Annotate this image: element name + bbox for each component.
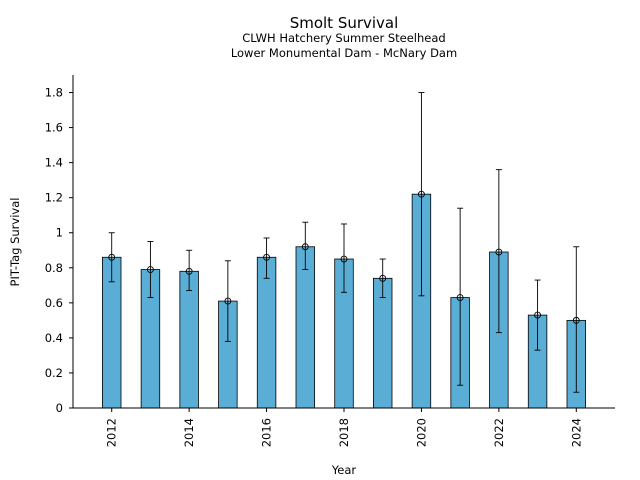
- y-tick-label: 0: [56, 401, 63, 415]
- error-bar-2020: [418, 92, 425, 297]
- x-tick-label: 2022: [492, 418, 506, 447]
- point-marker-series: [108, 190, 580, 324]
- y-axis-label: PIT-Tag Survival: [8, 198, 22, 287]
- chart-title: Smolt Survival: [290, 14, 399, 32]
- y-tick-label: 1.6: [45, 121, 63, 135]
- x-tick-label: 2014: [182, 418, 196, 447]
- x-tick-label: 2020: [414, 418, 428, 447]
- point-marker-2016: [263, 253, 271, 261]
- bar-2017: [295, 246, 315, 409]
- bar-2014: [179, 270, 199, 409]
- chart-subtitle-line-1: CLWH Hatchery Summer Steelhead: [242, 31, 445, 45]
- error-bar-2014: [186, 249, 193, 292]
- y-tick-label: 1.4: [45, 156, 63, 170]
- error-bar-series: [108, 92, 580, 393]
- y-axis-ticks: 0 0.2 0.4 0.6 0.8 1 1.2 1.4 1.6 1.8: [45, 86, 73, 415]
- y-tick-label: 0.8: [45, 261, 63, 275]
- point-marker-2013: [146, 266, 154, 273]
- x-axis-label: Year: [331, 463, 357, 477]
- error-bar-2012: [108, 232, 115, 283]
- error-bar-2013: [147, 241, 154, 299]
- y-tick-label: 0.4: [45, 331, 63, 345]
- x-tick-label: 2016: [260, 418, 274, 447]
- x-axis-ticks: 2012 2014 2016 2018 2020 2022 2024: [105, 408, 583, 447]
- error-bar-2024: [573, 246, 580, 393]
- point-marker-2019: [379, 274, 387, 282]
- error-bar-2021: [457, 207, 464, 386]
- error-bar-2015: [224, 260, 231, 342]
- y-tick-label: 0.6: [45, 296, 63, 310]
- x-tick-label: 2018: [337, 418, 351, 447]
- x-tick-label: 2024: [569, 418, 583, 447]
- chart-subtitle-line-2: Lower Monumental Dam - McNary Dam: [231, 46, 457, 60]
- bar-2016: [256, 256, 277, 409]
- point-marker-2012: [108, 253, 116, 261]
- error-bar-2017: [302, 221, 309, 270]
- point-marker-2014: [185, 267, 193, 275]
- error-bar-2019: [379, 258, 386, 299]
- y-tick-label: 1.8: [45, 86, 63, 100]
- point-marker-2022: [495, 248, 503, 256]
- y-tick-label: 1.2: [45, 191, 63, 205]
- x-tick-label: 2012: [105, 418, 119, 447]
- point-marker-2020: [417, 190, 425, 198]
- point-marker-2021: [456, 294, 464, 302]
- point-marker-2015: [224, 297, 232, 305]
- point-marker-2018: [340, 255, 348, 263]
- y-tick-label: 1: [56, 226, 63, 240]
- error-bar-2022: [495, 169, 502, 334]
- point-marker-2023: [534, 311, 542, 319]
- point-marker-2024: [572, 316, 580, 324]
- y-tick-label: 0.2: [45, 366, 63, 380]
- error-bar-2023: [534, 279, 541, 351]
- point-marker-2017: [301, 243, 309, 251]
- error-bar-2016: [263, 237, 270, 279]
- error-bar-2018: [341, 223, 347, 293]
